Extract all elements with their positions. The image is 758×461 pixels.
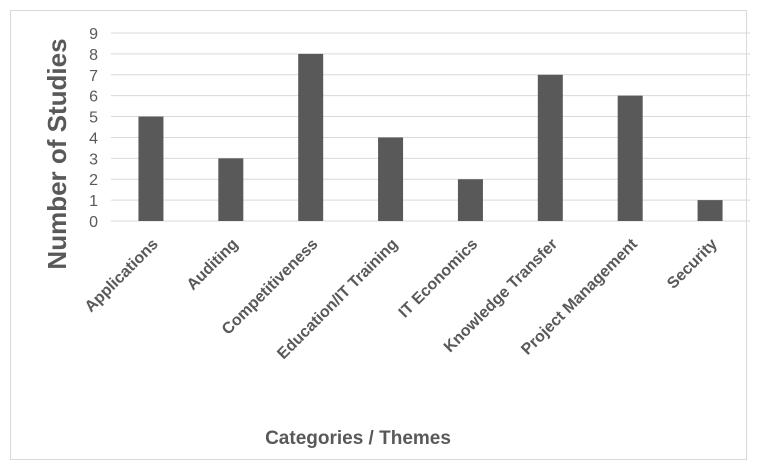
y-tick-labels: 0 1 2 3 4 5 6 7 8 9 — [89, 26, 98, 231]
y-tick-label: 1 — [89, 193, 98, 210]
bar-it-economics — [457, 179, 483, 221]
y-tick-label: 6 — [89, 89, 98, 106]
y-tick-label: 0 — [89, 214, 98, 231]
y-tick-label: 9 — [89, 26, 98, 43]
x-tick-labels: Applications AuditingCompetitivenessEduca… — [82, 235, 721, 363]
y-tick-label: 4 — [89, 130, 98, 147]
gridlines — [111, 32, 750, 222]
y-axis-title: Number of Studies — [42, 38, 72, 269]
bar-competitiveness — [298, 53, 324, 222]
bar-project-management — [617, 95, 643, 221]
y-tick-label: 3 — [89, 151, 98, 168]
x-tick-label: Auditing — [184, 236, 242, 294]
bars — [138, 53, 723, 222]
x-axis-title: Categories / Themes — [265, 428, 451, 449]
y-tick-label: 2 — [89, 172, 98, 189]
y-tick-label: 7 — [89, 68, 98, 85]
x-tick-label: IT Economics — [396, 236, 482, 322]
bar-education-it-training — [378, 137, 404, 221]
bar-security — [697, 200, 723, 221]
bar-applications — [138, 116, 164, 221]
x-tick-label: Applications — [82, 236, 162, 316]
chart-frame — [10, 10, 747, 460]
y-tick-label: 8 — [89, 47, 98, 64]
x-tick-label: Security — [664, 236, 721, 293]
y-tick-label: 5 — [89, 110, 98, 127]
bar-knowledge-transfer — [537, 74, 563, 222]
bar-auditing — [218, 158, 244, 221]
